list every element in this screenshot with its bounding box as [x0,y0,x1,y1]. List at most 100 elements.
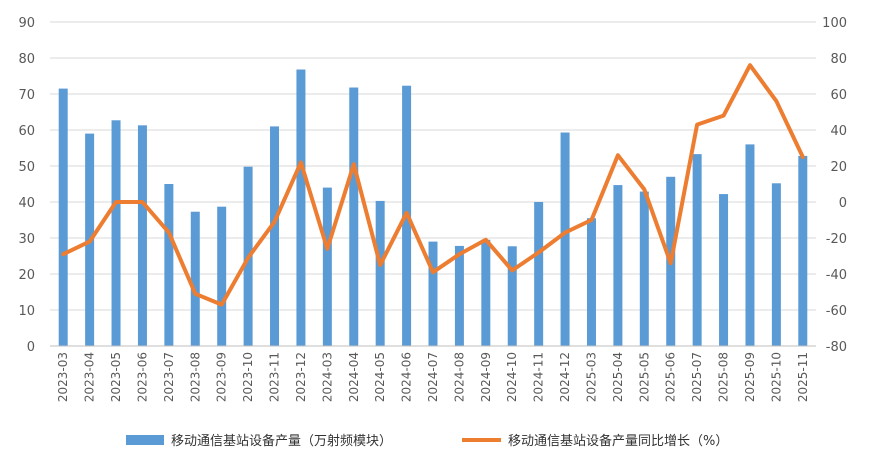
line-point [114,200,118,204]
x-tick-label: 2025-08 [717,352,731,402]
bar [296,69,306,347]
y2-tick-label: -80 [826,340,847,355]
x-tick-label: 2023-12 [294,352,308,402]
line-point [88,240,92,244]
x-tick-label: 2025-05 [637,352,651,402]
bar [322,187,332,346]
line-point [61,252,65,256]
line-series [61,63,805,307]
y-tick-label: 20 [18,268,35,283]
bar [745,144,755,346]
y2-tick-label: -20 [826,232,847,247]
gridlines [50,21,816,311]
bar [692,154,702,346]
bar [428,241,438,346]
line-point [669,261,673,265]
x-tick-label: 2023-04 [83,352,97,402]
line-point [167,231,171,235]
bar [639,191,649,346]
line-point [616,153,620,157]
line-point [457,252,461,256]
x-tick-label: 2024-06 [400,352,414,402]
line-point [220,303,224,307]
x-tick-label: 2025-10 [769,352,783,402]
growth-line [61,63,805,307]
x-tick-label: 2023-05 [109,352,123,402]
line-point [273,220,277,224]
x-tick-label: 2023-03 [56,352,70,402]
legend-bar-swatch [126,435,164,445]
axes: 0 10 20 30 40 50 60 70 80 90 -80 -60 -40 -20 0 20 40 60 80… [18,16,847,402]
legend: 移动通信基站设备产量（万射频模块） 移动通信基站设备产量同比增长（%） [126,433,728,449]
y2-tick-label: -40 [826,268,847,283]
bar [217,206,227,346]
bar [771,183,781,346]
x-tick-label: 2024-03 [320,352,334,402]
x-tick-label: 2023-11 [268,352,282,402]
bar [111,120,121,346]
y2-tick-label: 40 [830,124,847,139]
bar [270,126,280,347]
y-tick-label: 30 [18,232,35,247]
line-point [563,231,567,235]
x-tick-label: 2023-09 [215,352,229,402]
line-point [722,114,726,118]
bar [798,155,808,346]
line-point [589,218,593,222]
y2-tick-label: 0 [839,196,847,211]
bar [164,184,174,346]
line-point [484,238,488,242]
y-tick-label: 40 [18,196,35,211]
y2-tick-label: 60 [830,88,847,103]
x-tick-label: 2024-09 [479,352,493,402]
y-tick-label: 60 [18,124,35,139]
line-point [537,250,541,254]
line-point [193,292,197,296]
y-tick-label: 70 [18,88,35,103]
y-tick-label: 90 [18,16,35,31]
bar [190,211,200,346]
x-tick-label: 2025-09 [743,352,757,402]
x-tick-label: 2025-11 [796,352,810,402]
y2-tick-label: -60 [826,304,847,319]
x-tick-label: 2023-07 [162,352,176,402]
line-point [431,270,435,274]
x-tick-label: 2024-12 [558,352,572,402]
x-tick-label: 2025-06 [664,352,678,402]
x-tick-label: 2024-11 [532,352,546,402]
bar [137,125,147,346]
line-point [246,256,250,260]
x-tick-label: 2024-04 [347,352,361,402]
y-tick-label: 10 [18,304,35,319]
x-tick-label: 2024-05 [373,352,387,402]
legend-bar-label: 移动通信基站设备产量（万射频模块） [171,433,392,449]
bar [375,200,385,346]
line-point [695,123,699,127]
x-tick-label: 2025-04 [611,352,625,402]
bar [560,132,570,346]
bar [481,239,491,346]
y2-tick-label: 20 [830,160,847,175]
bar [586,218,596,346]
line-point [299,160,303,164]
x-tick-label: 2025-03 [584,352,598,402]
x-tick-label: 2025-07 [690,352,704,402]
line-point [748,63,752,67]
y-tick-label: 80 [18,52,35,67]
x-tick-label: 2024-10 [505,352,519,402]
line-point [140,200,144,204]
bar [58,88,68,346]
line-point [378,263,382,267]
x-tick-label: 2024-07 [426,352,440,402]
y-tick-label: 50 [18,160,35,175]
line-point [801,155,805,159]
bar [349,87,359,347]
bar [719,194,729,346]
y2-tick-label: 80 [830,52,847,67]
bar [454,245,464,346]
line-point [642,187,646,191]
line-point [352,162,356,166]
legend-line-label: 移动通信基站设备产量同比增长（%） [508,433,728,449]
line-point [325,247,329,251]
